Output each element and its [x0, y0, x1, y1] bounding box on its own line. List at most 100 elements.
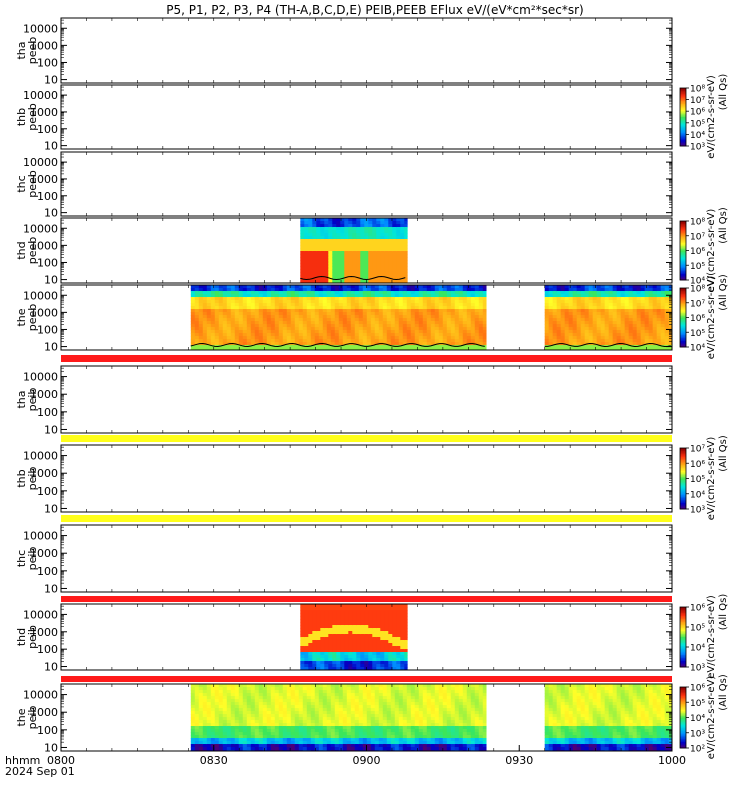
spectrogram-cell	[222, 708, 228, 712]
spectrogram-cell	[588, 312, 594, 316]
spectrogram-cell	[294, 318, 300, 322]
spectrogram-cell	[382, 339, 388, 343]
spectrogram-cell	[322, 333, 328, 337]
spectrogram-cell	[572, 324, 578, 328]
spectrogram-cell	[370, 315, 376, 319]
spectrogram-cell	[306, 327, 312, 331]
spectrogram-cell	[330, 303, 336, 307]
spectrogram-cell	[354, 321, 360, 325]
spectrogram-cell	[242, 720, 248, 724]
spectrogram-cell	[308, 218, 313, 222]
spectrogram-cell	[304, 637, 309, 641]
spectrogram-cell	[454, 300, 460, 304]
spectrogram-cell	[608, 315, 614, 319]
spectrogram-cell	[592, 339, 598, 343]
colorbar-swatch	[680, 272, 686, 275]
spectrogram-cell	[306, 339, 312, 343]
spectrogram-cell	[404, 251, 408, 255]
spectrogram-cell	[556, 312, 562, 316]
spectrogram-cell	[648, 336, 654, 340]
spectrogram-cell	[242, 741, 248, 745]
spectrogram-cell	[620, 327, 626, 331]
spectrogram-cell	[362, 309, 368, 313]
spectrogram-cell	[202, 291, 208, 295]
spectrogram-cell	[328, 616, 333, 620]
spectrogram-cell	[656, 339, 662, 343]
colorbar-swatch	[680, 623, 686, 626]
spectrogram-cell	[384, 667, 389, 671]
spectrogram-cell	[386, 324, 392, 328]
spectrogram-cell	[372, 652, 377, 656]
spectrogram-cell	[352, 664, 357, 668]
spectrogram-cell	[218, 345, 224, 349]
spectrogram-cell	[314, 327, 320, 331]
spectrogram-cell	[194, 300, 200, 304]
spectrogram-cell	[356, 218, 361, 222]
spectrogram-cell	[644, 309, 650, 313]
spectrogram-cell	[392, 634, 397, 638]
spectrogram-cell	[372, 254, 377, 258]
spectrogram-cell	[324, 233, 329, 237]
spectrogram-cell	[190, 738, 196, 742]
colorbar-swatch	[680, 665, 686, 668]
spectrogram-cell	[314, 285, 320, 289]
colorbar-swatch	[680, 316, 686, 318]
spectrogram-cell	[462, 285, 468, 289]
spectrogram-cell	[298, 324, 304, 328]
spectrogram-cell	[360, 661, 365, 665]
spectrogram-cell	[218, 723, 224, 727]
spectrogram-cell	[312, 218, 317, 222]
spectrogram-cell	[210, 720, 216, 724]
spectrogram-cell	[382, 336, 388, 340]
spectrogram-cell	[242, 318, 248, 322]
spectrogram-cell	[316, 619, 321, 623]
spectrogram-cell	[466, 324, 472, 328]
spectrogram-cell	[384, 263, 389, 267]
spectrogram-cell	[202, 705, 208, 709]
spectrogram-cell	[384, 628, 389, 632]
spectrogram-cell	[190, 288, 196, 292]
spectrogram-cell	[310, 318, 316, 322]
spectrogram-cell	[404, 652, 408, 656]
spectrogram-cell	[202, 729, 208, 733]
spectrogram-cell	[250, 690, 256, 694]
spectrogram-cell	[584, 303, 590, 307]
colorbar-swatch	[680, 108, 686, 111]
spectrogram-cell	[596, 294, 602, 298]
colorbar-swatch	[680, 102, 686, 105]
spectrogram-cell	[358, 300, 364, 304]
spectrogram-cell	[226, 336, 232, 340]
spectrogram-cell	[298, 303, 304, 307]
spectrogram-cell	[366, 324, 372, 328]
spectrogram-cell	[392, 610, 397, 614]
spectrogram-cell	[410, 339, 416, 343]
spectrogram-cell	[340, 661, 345, 665]
spectrogram-cell	[206, 687, 212, 691]
spectrogram-cell	[238, 741, 244, 745]
spectrogram-cell	[294, 306, 300, 310]
spectrogram-cell	[368, 628, 373, 632]
spectrogram-cell	[298, 342, 304, 346]
spectrogram-cell	[466, 327, 472, 331]
spectrogram-cell	[344, 652, 349, 656]
spectrogram-cell	[286, 324, 292, 328]
spectrogram-cell	[628, 315, 634, 319]
spectrogram-cell	[596, 336, 602, 340]
spectrogram-cell	[374, 312, 380, 316]
spectrogram-cell	[580, 309, 586, 313]
spectrogram-cell	[226, 690, 232, 694]
colorbar-swatch	[680, 295, 686, 298]
spectrogram-cell	[214, 318, 220, 322]
spectrogram-cell	[600, 312, 606, 316]
spectrogram-cell	[596, 348, 602, 351]
spectrogram-cell	[234, 333, 240, 337]
spectrogram-cell	[364, 646, 369, 650]
spectrogram-cell	[640, 336, 646, 340]
spectrogram-cell	[628, 300, 634, 304]
spectrogram-cell	[194, 705, 200, 709]
spectrogram-cell	[320, 257, 325, 261]
spectrogram-cell	[400, 610, 405, 614]
spectrogram-cell	[270, 723, 276, 727]
spectrogram-cell	[328, 604, 333, 608]
spectrogram-cell	[356, 260, 361, 264]
